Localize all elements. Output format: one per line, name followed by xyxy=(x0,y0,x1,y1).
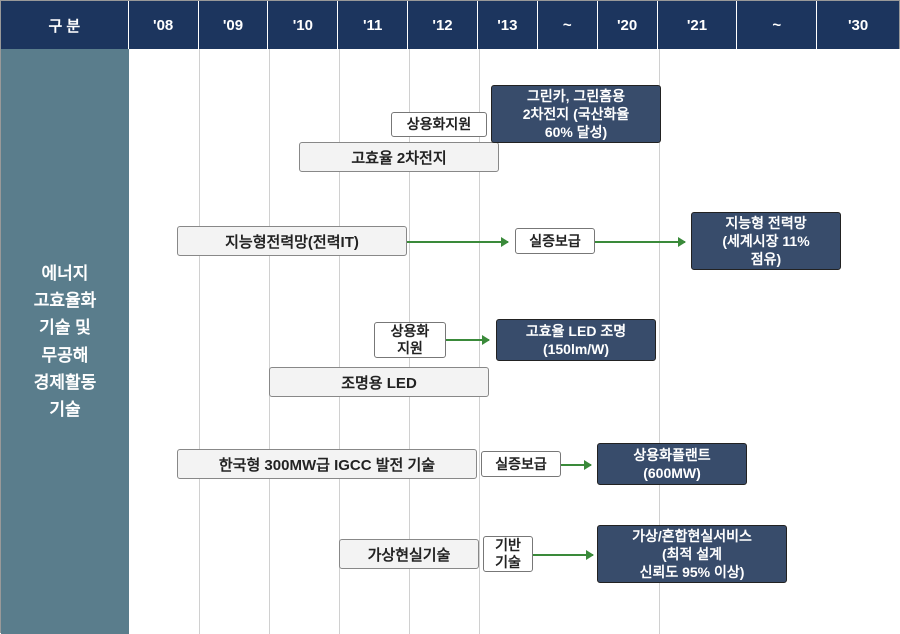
vr-milestone: 가상/혼합현실서비스 (최적 설계 신뢰도 95% 이상) xyxy=(597,525,787,583)
battery-stage: 상용화지원 xyxy=(391,112,487,137)
header-year-5: '13 xyxy=(478,1,538,49)
igcc-phase: 한국형 300MW급 IGCC 발전 기술 xyxy=(177,449,477,479)
row-label: 에너지 고효율화 기술 및 무공해 경제활동 기술 xyxy=(1,49,129,634)
header-row: 구 분 '08 '09 '10 '11 '12 '13 ~ '20 '21 ~ … xyxy=(1,1,899,49)
vr-stage: 기반 기술 xyxy=(483,536,533,572)
vr-phase: 가상현실기술 xyxy=(339,539,479,569)
header-year-6: ~ xyxy=(538,1,598,49)
arrow xyxy=(561,464,591,466)
arrow xyxy=(533,554,593,556)
header-year-7: '20 xyxy=(598,1,658,49)
battery-phase: 고효율 2차전지 xyxy=(299,142,499,172)
header-category: 구 분 xyxy=(1,1,129,49)
header-year-9: ~ xyxy=(737,1,817,49)
header-year-10: '30 xyxy=(817,1,899,49)
battery-milestone: 그린카, 그린홈용 2차전지 (국산화율 60% 달성) xyxy=(491,85,661,143)
arrow xyxy=(407,241,508,243)
grid-phase: 지능형전력망(전력IT) xyxy=(177,226,407,256)
row-label-text: 에너지 고효율화 기술 및 무공해 경제활동 기술 xyxy=(34,260,97,423)
roadmap-chart: 구 분 '08 '09 '10 '11 '12 '13 ~ '20 '21 ~ … xyxy=(0,0,900,633)
header-year-1: '09 xyxy=(199,1,269,49)
header-year-8: '21 xyxy=(658,1,738,49)
led-milestone: 고효율 LED 조명 (150lm/W) xyxy=(496,319,656,361)
roadmap-body: 고효율 2차전지 상용화지원 그린카, 그린홈용 2차전지 (국산화율 60% … xyxy=(129,49,900,634)
led-stage: 상용화 지원 xyxy=(374,322,446,358)
led-phase: 조명용 LED xyxy=(269,367,489,397)
grid-milestone: 지능형 전력망 (세계시장 11% 점유) xyxy=(691,212,841,270)
grid-stage: 실증보급 xyxy=(515,228,595,254)
header-year-0: '08 xyxy=(129,1,199,49)
gridline xyxy=(199,49,200,634)
header-year-3: '11 xyxy=(338,1,408,49)
igcc-milestone: 상용화플랜트 (600MW) xyxy=(597,443,747,485)
igcc-stage: 실증보급 xyxy=(481,451,561,477)
header-year-4: '12 xyxy=(408,1,478,49)
gridline xyxy=(269,49,270,634)
header-year-2: '10 xyxy=(268,1,338,49)
arrow xyxy=(595,241,685,243)
